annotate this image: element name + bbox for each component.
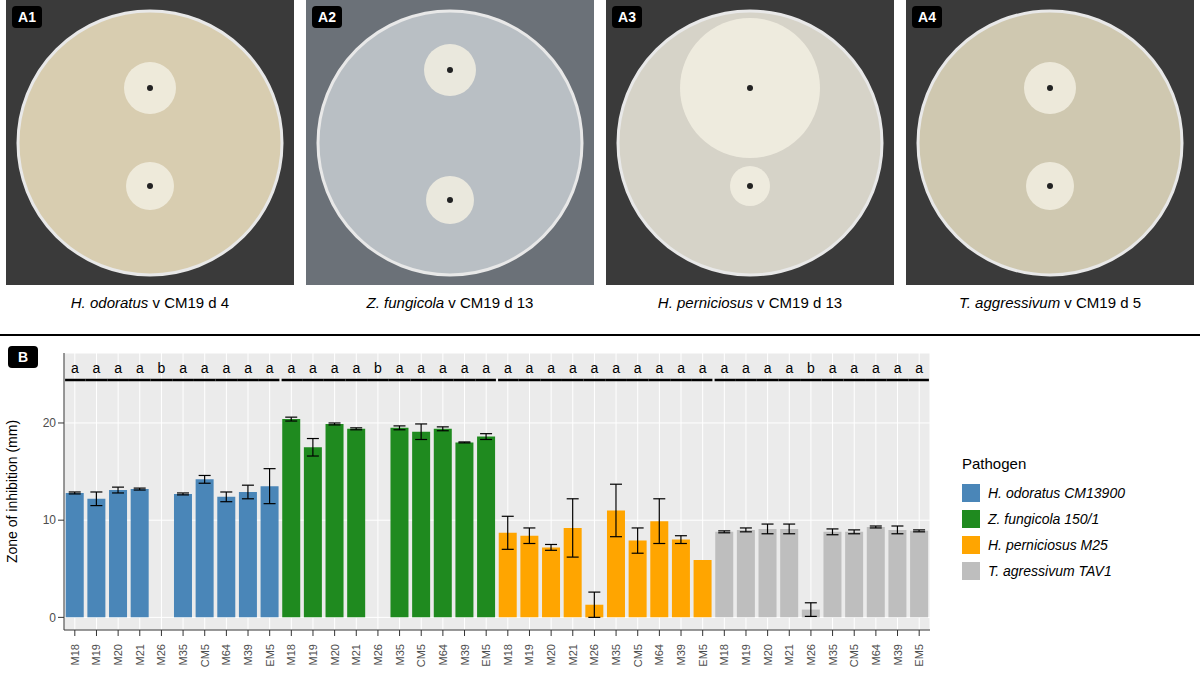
html-text:H. perniciosus v CM19 d 13: H. perniciosus v CM19 d 13 [657, 294, 843, 311]
svg-text:a: a [461, 360, 469, 376]
svg-text:M18: M18 [285, 644, 297, 665]
svg-text:b: b [807, 360, 815, 376]
svg-text:M35: M35 [610, 644, 622, 665]
svg-text:A3: A3 [618, 9, 636, 25]
svg-text:M64: M64 [220, 644, 232, 665]
svg-text:M18: M18 [502, 644, 514, 665]
svg-text:M64: M64 [653, 644, 665, 665]
svg-text:a: a [136, 360, 144, 376]
svg-text:M39: M39 [242, 644, 254, 665]
html-text:H. odoratus CM13900: H. odoratus CM13900 [988, 485, 1125, 501]
svg-text:CM5: CM5 [848, 644, 860, 667]
svg-text:M18: M18 [718, 644, 730, 665]
svg-text:a: a [526, 360, 534, 376]
html-text:T. agressivum TAV1: T. agressivum TAV1 [988, 563, 1112, 579]
svg-text:M19: M19 [307, 644, 319, 665]
svg-text:a: a [396, 360, 404, 376]
svg-text:a: a [201, 360, 209, 376]
svg-text:M20: M20 [112, 644, 124, 665]
svg-text:a: a [720, 360, 728, 376]
svg-text:M26: M26 [588, 644, 600, 665]
html-text:Z. fungicola v CM19 d 13: Z. fungicola v CM19 d 13 [366, 294, 534, 311]
svg-text:CM5: CM5 [199, 644, 211, 667]
svg-text:a: a [634, 360, 642, 376]
svg-text:M19: M19 [740, 644, 752, 665]
svg-text:a: a [179, 360, 187, 376]
svg-text:M35: M35 [827, 644, 839, 665]
svg-text:M26: M26 [155, 644, 167, 665]
svg-text:a: a [352, 360, 360, 376]
svg-text:Zone of inhibition (mm): Zone of inhibition (mm) [4, 420, 20, 563]
svg-text:EM5: EM5 [697, 644, 709, 667]
svg-text:a: a [894, 360, 902, 376]
svg-text:M35: M35 [177, 644, 189, 665]
svg-text:a: a [417, 360, 425, 376]
svg-text:EM5: EM5 [480, 644, 492, 667]
svg-text:a: a [504, 360, 512, 376]
svg-text:M26: M26 [372, 644, 384, 665]
svg-text:M39: M39 [892, 644, 904, 665]
svg-text:a: a [785, 360, 793, 376]
html-text:H. perniciosus M25: H. perniciosus M25 [988, 537, 1108, 553]
svg-text:M21: M21 [134, 644, 146, 665]
svg-text:M20: M20 [762, 644, 774, 665]
svg-text:EM5: EM5 [264, 644, 276, 667]
svg-text:a: a [439, 360, 447, 376]
svg-text:CM5: CM5 [415, 644, 427, 667]
svg-text:a: a [655, 360, 663, 376]
svg-text:M35: M35 [394, 644, 406, 665]
svg-text:a: a [591, 360, 599, 376]
svg-text:M20: M20 [329, 644, 341, 665]
svg-text:M64: M64 [870, 644, 882, 665]
svg-text:b: b [374, 360, 382, 376]
html-text:Pathogen: Pathogen [962, 455, 1027, 472]
svg-text:a: a [114, 360, 122, 376]
svg-text:a: a [872, 360, 880, 376]
svg-text:a: a [764, 360, 772, 376]
svg-text:M64: M64 [437, 644, 449, 665]
svg-text:10: 10 [43, 513, 57, 527]
svg-text:M19: M19 [90, 644, 102, 665]
svg-text:a: a [71, 360, 79, 376]
svg-text:CM5: CM5 [632, 644, 644, 667]
svg-text:M39: M39 [459, 644, 471, 665]
svg-text:a: a [677, 360, 685, 376]
svg-text:M21: M21 [567, 644, 579, 665]
svg-text:a: a [222, 360, 230, 376]
svg-text:a: a [850, 360, 858, 376]
svg-text:EM5: EM5 [913, 644, 925, 667]
html-text:B: B [17, 349, 29, 365]
svg-text:M20: M20 [545, 644, 557, 665]
svg-text:a: a [266, 360, 274, 376]
svg-text:M18: M18 [69, 644, 81, 665]
svg-text:a: a [547, 360, 555, 376]
svg-text:a: a [829, 360, 837, 376]
svg-text:a: a [915, 360, 923, 376]
svg-text:b: b [158, 360, 166, 376]
html-text:H. odoratus v CM19 d 4: H. odoratus v CM19 d 4 [70, 294, 230, 311]
svg-text:a: a [612, 360, 620, 376]
svg-text:M39: M39 [675, 644, 687, 665]
html-text:Z. fungicola 150/1: Z. fungicola 150/1 [988, 511, 1100, 527]
svg-text:a: a [482, 360, 490, 376]
svg-text:a: a [569, 360, 577, 376]
svg-text:a: a [331, 360, 339, 376]
svg-text:a: a [699, 360, 707, 376]
html-text:T. aggressivum v CM19 d 5: T. aggressivum v CM19 d 5 [959, 294, 1141, 311]
svg-text:a: a [93, 360, 101, 376]
svg-text:A1: A1 [18, 9, 36, 25]
svg-text:M21: M21 [783, 644, 795, 665]
svg-text:a: a [742, 360, 750, 376]
svg-text:M26: M26 [805, 644, 817, 665]
svg-text:20: 20 [43, 416, 57, 430]
svg-text:M21: M21 [350, 644, 362, 665]
svg-text:A4: A4 [918, 9, 936, 25]
svg-text:A2: A2 [318, 9, 336, 25]
svg-text:M19: M19 [523, 644, 535, 665]
svg-text:a: a [287, 360, 295, 376]
svg-text:a: a [309, 360, 317, 376]
svg-text:0: 0 [49, 611, 56, 625]
svg-text:a: a [244, 360, 252, 376]
